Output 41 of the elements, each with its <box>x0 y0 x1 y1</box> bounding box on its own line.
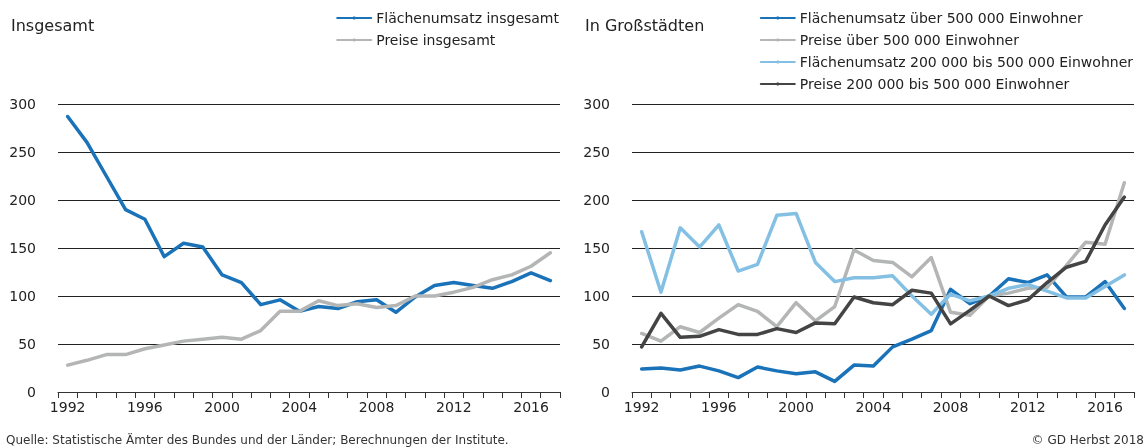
legend-label: Preise insgesamt <box>376 32 496 48</box>
x-tick-label: 1992 <box>623 399 660 415</box>
chart-title: In Großstädten <box>585 15 705 35</box>
y-tick-label: 50 <box>18 336 36 352</box>
y-tick-label: 300 <box>583 96 610 112</box>
x-tick-label: 2016 <box>1087 399 1123 415</box>
x-tick-label: 2016 <box>513 399 549 415</box>
y-tick-label: 250 <box>583 144 610 160</box>
legend-label: Preise über 500 000 Einwohner <box>799 32 1020 48</box>
legend-label: Flächenumsatz über 500 000 Einwohner <box>799 10 1083 26</box>
text: © GD Herbst 2018 <box>1031 433 1144 447</box>
x-tick-label: 1996 <box>127 399 163 415</box>
x-tick-label: 2008 <box>358 399 395 415</box>
y-tick-label: 250 <box>9 144 36 160</box>
source-note: Quelle: Statistische Ämter des Bundes und der Länder; Berechnungen der Institute. <box>6 432 509 447</box>
legend-label: Preise 200 000 bis 500 000 Einwohner <box>799 76 1070 92</box>
y-tick-label: 300 <box>9 96 36 112</box>
x-tick-label: 2000 <box>778 399 814 415</box>
x-tick-label: 1992 <box>49 399 86 415</box>
line-series <box>65 114 553 315</box>
y-tick-label: 0 <box>601 384 610 400</box>
y-tick-label: 100 <box>583 288 610 304</box>
line-series <box>65 251 553 367</box>
y-tick-label: 100 <box>9 288 36 304</box>
y-tick-label: 200 <box>9 192 36 208</box>
y-tick-label: 50 <box>592 336 610 352</box>
legend-label: Flächenumsatz insgesamt <box>376 10 560 26</box>
y-tick-label: 0 <box>27 384 36 400</box>
y-tick-label: 200 <box>583 192 610 208</box>
x-tick-label: 2008 <box>932 399 969 415</box>
x-tick-label: 2004 <box>281 399 318 415</box>
y-tick-label: 150 <box>9 240 36 256</box>
line-series <box>639 211 1127 316</box>
legend-label: Flächenumsatz 200 000 bis 500 000 Einwohner <box>799 54 1134 70</box>
x-tick-label: 1996 <box>701 399 737 415</box>
y-tick-label: 150 <box>583 240 610 256</box>
x-tick-label: 2000 <box>204 399 240 415</box>
chart-title: Insgesamt <box>11 15 95 35</box>
x-tick-label: 2012 <box>1009 399 1046 415</box>
x-tick-label: 2012 <box>435 399 472 415</box>
x-tick-label: 2004 <box>855 399 892 415</box>
